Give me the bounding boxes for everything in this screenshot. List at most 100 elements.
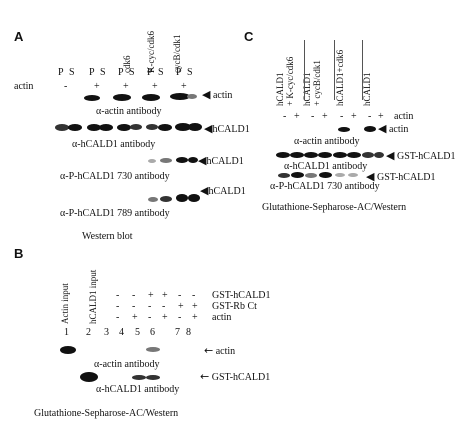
divider [362, 40, 363, 100]
actin-mark: - [283, 111, 287, 122]
actin-mark: + [94, 81, 100, 92]
blot-arrow-label: ← actin [204, 344, 236, 357]
blot-caption: α-hCALD1 antibody [96, 384, 180, 395]
blot-caption: α-hCALD1 antibody [284, 161, 368, 172]
ps-label: S [187, 67, 193, 78]
divider [334, 40, 335, 100]
panel-b-col-label: Actin input [60, 283, 70, 324]
band [304, 152, 318, 158]
lane-number: 6 [150, 327, 155, 338]
lane-number: 1 [64, 327, 69, 338]
panel-b-letter: B [14, 246, 24, 261]
blot-caption: α-actin antibody [96, 106, 162, 117]
blot-arrow-label: ◀ GST-hCALD1 [366, 170, 436, 183]
actin-mark: + [322, 111, 328, 122]
band [146, 347, 160, 352]
band [80, 372, 98, 382]
panel-c-col-label: hCALD1 [275, 72, 285, 107]
lane-number: 8 [186, 327, 191, 338]
band [99, 124, 113, 131]
band [347, 152, 361, 158]
mark: - [116, 290, 120, 301]
panel-c-col-label: hCALD1 [362, 72, 372, 107]
panel-c-footer: Glutathione-Sepharose-AC/Western [262, 202, 407, 213]
actin-mark: + [181, 81, 187, 92]
panel-a-letter: A [14, 29, 24, 44]
band [318, 152, 332, 158]
blot-arrow-label: ◀hCALD1 [198, 154, 244, 167]
band [338, 127, 350, 132]
actin-mark: + [294, 111, 300, 122]
actin-mark: - [368, 111, 372, 122]
ps-label: S [100, 67, 106, 78]
ps-label: P [58, 67, 64, 78]
mark: - [162, 301, 166, 312]
band [117, 124, 131, 131]
band [188, 157, 198, 163]
ps-label: P [89, 67, 95, 78]
ps-label: S [129, 67, 135, 78]
band [55, 124, 69, 131]
band [158, 124, 172, 131]
mark: - [192, 290, 196, 301]
blot-arrow-label: ◀ actin [202, 88, 233, 101]
band [87, 124, 101, 131]
blot-caption: α-P-hCALD1 730 antibody [270, 181, 380, 192]
panel-c-col-label: + cycB/cdk1 [312, 60, 322, 106]
band [84, 95, 100, 101]
lane-number: 2 [86, 327, 91, 338]
row-label: GST-Rb Ct [212, 301, 257, 312]
ps-label: P [147, 67, 153, 78]
band [278, 173, 290, 178]
blot-arrow-label: ◀hCALD1 [200, 184, 246, 197]
blot-caption: α-actin antibody [94, 359, 160, 370]
band [68, 124, 82, 131]
band [362, 152, 374, 158]
band [176, 157, 188, 163]
ps-label: S [158, 67, 164, 78]
band [187, 94, 197, 99]
blot-arrow-label: ← GST-hCALD1 [200, 370, 271, 383]
ps-label: P [176, 67, 182, 78]
band [146, 124, 158, 130]
band [188, 123, 202, 131]
lane-number: 4 [119, 327, 124, 338]
actin-mark: - [64, 81, 68, 92]
actin-mark: + [351, 111, 357, 122]
panel-c-col-label: hCALD1+cdk6 [335, 49, 345, 106]
lane-number: 7 [175, 327, 180, 338]
mark: - [116, 312, 120, 323]
band [160, 158, 172, 163]
panel-b-footer: Glutathione-Sepharose-AC/Western [34, 408, 179, 419]
mark: - [178, 290, 182, 301]
mark: + [162, 290, 168, 301]
blot-arrow-label: ◀ GST-hCALD1 [386, 149, 456, 162]
band [364, 126, 376, 132]
lane-number: 3 [104, 327, 109, 338]
panel-c-letter: C [244, 29, 254, 44]
mark: + [192, 301, 198, 312]
band [113, 94, 131, 101]
mark: + [192, 312, 198, 323]
band [60, 346, 76, 354]
row-label: GST-hCALD1 [212, 290, 271, 301]
band [374, 152, 384, 158]
band [146, 375, 160, 380]
blot-caption: α-actin antibody [294, 136, 360, 147]
band [276, 152, 290, 158]
band [170, 93, 190, 100]
mark: + [132, 312, 138, 323]
blot-caption: α-P-hCALD1 730 antibody [60, 171, 170, 182]
blot-caption: α-P-hCALD1 789 antibody [60, 208, 170, 219]
actin-mark: + [152, 81, 158, 92]
band [175, 123, 191, 131]
blot-arrow-label: ◀hCALD1 [204, 122, 250, 135]
ps-label: S [69, 67, 75, 78]
band [188, 194, 200, 202]
band [291, 172, 304, 178]
mark: + [148, 290, 154, 301]
band [130, 124, 142, 130]
actin-mark: - [340, 111, 344, 122]
band [319, 172, 332, 178]
band [142, 94, 160, 101]
